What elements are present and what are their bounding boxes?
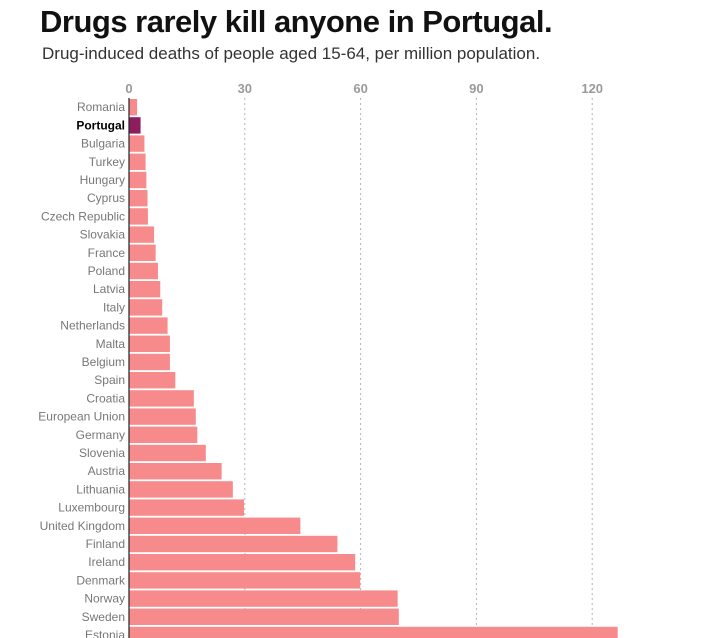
bar xyxy=(129,171,147,189)
x-tick-label: 60 xyxy=(353,81,367,96)
bar xyxy=(129,499,245,516)
bar xyxy=(129,390,194,407)
bar xyxy=(129,244,156,261)
bar xyxy=(129,554,356,571)
bar xyxy=(129,444,206,462)
category-label: Estonia xyxy=(85,628,125,638)
category-label: European Union xyxy=(38,410,125,424)
bar xyxy=(129,590,398,607)
x-tick-label: 120 xyxy=(581,81,603,96)
category-label: Luxembourg xyxy=(58,501,125,515)
category-label: Portugal xyxy=(76,118,125,132)
category-label: Italy xyxy=(103,300,125,314)
chart-title: Drugs rarely kill anyone in Portugal. xyxy=(40,4,553,39)
category-label: Finland xyxy=(86,537,125,551)
bar xyxy=(129,608,399,625)
bar xyxy=(129,135,145,152)
bar xyxy=(129,262,158,280)
bar xyxy=(129,99,138,116)
category-label: Slovenia xyxy=(79,446,125,460)
category-label: Belgium xyxy=(82,355,125,369)
category-label: Malta xyxy=(96,337,126,351)
category-label: Lithuania xyxy=(76,482,125,496)
bar xyxy=(129,535,338,553)
category-label: Bulgaria xyxy=(81,137,125,151)
category-label: Hungary xyxy=(80,173,125,187)
bar xyxy=(129,117,141,134)
category-label: Netherlands xyxy=(60,319,125,333)
category-label: Czech Republic xyxy=(41,209,125,223)
bar xyxy=(129,335,170,352)
category-label: Spain xyxy=(94,373,125,387)
category-label: Denmark xyxy=(76,573,126,587)
bar xyxy=(129,190,148,207)
bar xyxy=(129,517,301,534)
x-tick-label: 0 xyxy=(125,81,132,96)
bars xyxy=(129,99,618,638)
bar xyxy=(129,317,168,334)
bar xyxy=(129,299,163,316)
category-label: Sweden xyxy=(82,610,125,624)
bar xyxy=(129,481,233,498)
category-label: Romania xyxy=(77,100,125,114)
category-label: Latvia xyxy=(93,282,125,296)
x-tick-label: 30 xyxy=(238,81,252,96)
bar xyxy=(129,353,170,371)
bar xyxy=(129,153,146,170)
category-label: Germany xyxy=(76,428,125,442)
x-tick-label: 90 xyxy=(469,81,483,96)
category-label: Croatia xyxy=(86,391,125,405)
bar xyxy=(129,226,155,243)
bar xyxy=(129,426,198,443)
bar xyxy=(129,463,222,480)
category-labels: Romania Portugal Bulgaria Turkey Hungary Cypr… xyxy=(38,100,126,638)
bar xyxy=(129,408,196,425)
bar xyxy=(129,208,148,225)
category-label: Slovakia xyxy=(80,228,126,242)
category-label: Ireland xyxy=(88,555,125,569)
category-label: Turkey xyxy=(89,155,125,169)
bar xyxy=(129,572,361,589)
category-label: Austria xyxy=(88,464,126,478)
category-label: Cyprus xyxy=(87,191,125,205)
category-label: United Kingdom xyxy=(40,519,125,533)
category-label: France xyxy=(88,246,126,260)
bar xyxy=(129,281,161,298)
bar xyxy=(129,626,618,638)
chart-subtitle: Drug-induced deaths of people aged 15-64… xyxy=(42,44,541,63)
bar xyxy=(129,372,176,389)
category-label: Norway xyxy=(84,592,125,606)
category-label: Poland xyxy=(88,264,125,278)
x-axis-ticks: 0 30 60 90 120 xyxy=(125,81,603,96)
